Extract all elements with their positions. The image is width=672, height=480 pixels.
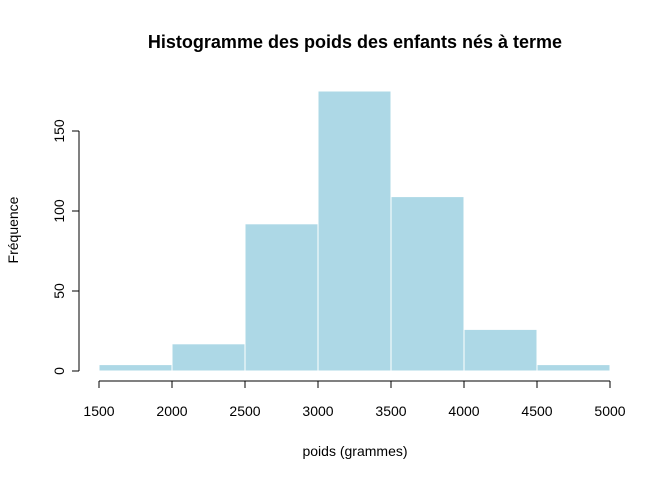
bars-group [98, 90, 611, 372]
y-tick-label: 150 [51, 119, 67, 143]
x-tick-label: 2000 [156, 403, 187, 419]
x-tick-label: 4500 [521, 403, 552, 419]
x-tick-label: 1500 [83, 403, 114, 419]
x-tick-label: 3000 [302, 403, 333, 419]
y-axis: 0 50 100 150 [51, 119, 80, 375]
histogram-bar-2500-3000 [244, 223, 319, 372]
chart-title: Histogramme des poids des enfants nés à … [148, 32, 562, 52]
x-tick-label: 5000 [594, 403, 625, 419]
x-tick-label: 4000 [448, 403, 479, 419]
histogram-bar-1500-2000 [98, 364, 173, 372]
x-axis: 1500 2000 2500 3000 3500 4000 4500 5000 [83, 380, 626, 419]
y-tick-label: 100 [51, 199, 67, 223]
x-tick-label: 2500 [229, 403, 260, 419]
histogram-bar-4000-4500 [463, 328, 538, 372]
histogram-bar-3000-3500 [317, 90, 392, 372]
x-tick-label: 3500 [375, 403, 406, 419]
histogram-bar-3500-4000 [390, 196, 465, 372]
histogram-bar-4500-5000 [536, 364, 611, 372]
y-tick-label: 50 [51, 283, 67, 299]
histogram-bar-2000-2500 [171, 343, 246, 372]
y-tick-label: 0 [51, 367, 67, 375]
x-axis-label: poids (grammes) [302, 443, 407, 459]
y-axis-label: Fréquence [5, 196, 21, 263]
